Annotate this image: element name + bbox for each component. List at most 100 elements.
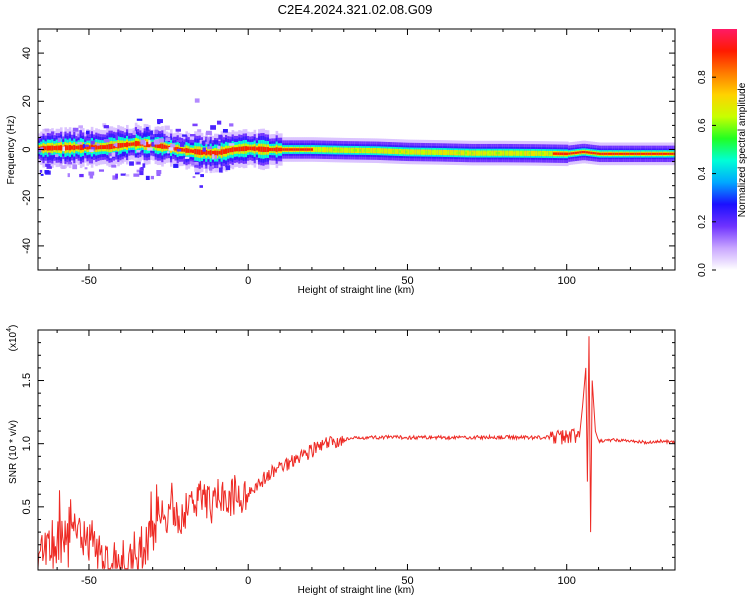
spectrogram-blob (133, 173, 140, 177)
spectrogram-cell (478, 151, 481, 155)
spectrogram-blob (42, 130, 45, 134)
spectrogram-blob (111, 133, 115, 137)
spectrogram-blob (175, 128, 181, 132)
spectrogram-blob (194, 172, 200, 175)
spectrogram-cell (79, 144, 83, 151)
spectrogram-cell (95, 144, 98, 150)
spectrogram-blob (103, 125, 109, 129)
spectrogram-blob (83, 144, 89, 147)
spectrogram-blob (184, 156, 190, 159)
spectrogram-cell (51, 145, 54, 151)
spectrogram-cell (282, 148, 285, 151)
spectrogram-cell (412, 150, 415, 154)
snr-plot-area (38, 336, 675, 570)
spectrogram-cell (73, 145, 76, 151)
spectrogram-cell (339, 148, 342, 152)
spectrogram-cell (528, 152, 532, 155)
spectrogram-blob (164, 125, 170, 131)
spectrogram-cell (667, 152, 670, 155)
spectrogram-cell (436, 151, 439, 154)
spectrogram-cell (365, 149, 369, 152)
spectrogram-cell (247, 146, 250, 151)
colorbar-tick-label: 0.8 (697, 70, 708, 84)
spectrogram-cell (53, 145, 56, 150)
spectrogram-cell (55, 145, 59, 151)
spectrogram-cell (506, 151, 510, 155)
spectrogram-blob (88, 158, 93, 164)
spectrogram-cell (273, 147, 276, 152)
spectrogram-cell (491, 151, 494, 155)
spectrogram-cell (354, 149, 358, 152)
spectrogram-blob (112, 175, 118, 180)
snr-y-tick-label: 1.0 (21, 436, 33, 451)
spectrogram-cell (64, 145, 67, 151)
spectrogram-cell (493, 151, 496, 155)
spectrogram-blob (189, 161, 193, 164)
spectrogram-cell (649, 152, 653, 155)
spectrogram-cell (148, 142, 151, 148)
spectrogram-blob (206, 137, 210, 142)
spectrogram-blob (129, 161, 134, 166)
spectrogram-blob (48, 155, 54, 159)
spectrogram-cell (561, 152, 565, 156)
spectrogram-cell (537, 152, 540, 155)
spectrogram-x-tick-label: 50 (401, 275, 413, 287)
snr-y-label: SNR (10 * v/v) (8, 420, 19, 484)
spectrogram-blob (44, 128, 49, 132)
spectrogram-cell (405, 150, 408, 154)
spectrogram-cell (251, 146, 254, 151)
spectrogram-cell (194, 148, 197, 155)
spectrogram-cell (500, 151, 503, 155)
spectrogram-cell (49, 145, 52, 151)
spectrogram-cell (225, 148, 228, 154)
spectrogram-blob (145, 126, 149, 131)
spectrogram-cell (106, 144, 109, 150)
spectrogram-cell (515, 151, 518, 155)
spectrogram-blob (154, 129, 159, 134)
spectrogram-cell (442, 151, 446, 154)
spectrogram-cell (372, 149, 375, 152)
spectrogram-cell (456, 151, 459, 155)
spectrogram-blob (148, 140, 151, 145)
spectrogram-cell (229, 148, 232, 153)
spectrogram-cell (643, 152, 646, 155)
spectrogram-cell (387, 149, 391, 153)
spectrogram-cell (486, 151, 490, 155)
spectrogram-cell (174, 147, 177, 151)
spectrogram-cell (352, 149, 356, 152)
spectrogram-y-tick-label: 40 (21, 47, 33, 59)
spectrogram-blob (78, 125, 83, 129)
spectrogram-blob (50, 131, 55, 135)
spectrogram-cell (482, 151, 485, 155)
spectrogram-cell (295, 148, 298, 151)
spectrogram-cell (530, 152, 534, 155)
spectrogram-blob (47, 152, 51, 155)
spectrogram-cell (618, 152, 622, 155)
spectrogram-blob (218, 167, 223, 173)
spectrogram-cell (258, 146, 261, 152)
spectrogram-y-axis: -40 -20 0 20 40 (21, 40, 675, 259)
spectrogram-cell (398, 150, 402, 153)
spectrogram-cell (220, 149, 224, 155)
spectrogram-cell (453, 151, 457, 154)
snr-line (38, 336, 675, 570)
spectrogram-cell (249, 146, 252, 151)
spectrogram-y-tick-label: 20 (21, 95, 33, 107)
spectrogram-cell (330, 148, 334, 152)
spectrogram-cell (519, 151, 523, 155)
spectrogram-cell (451, 151, 455, 154)
spectrogram-cell (621, 152, 624, 155)
spectrogram-blob (79, 173, 84, 178)
spectrogram-cell (99, 145, 103, 150)
spectrogram-cell (460, 151, 463, 155)
spectrogram-blob (67, 161, 72, 165)
spectrogram-blob (88, 171, 95, 176)
spectrogram-blob (157, 119, 163, 124)
spectrogram-blob (201, 140, 206, 146)
spectrogram-blob (136, 169, 142, 173)
spectrogram-cell (328, 148, 331, 152)
snr-frame (37, 329, 676, 571)
spectrogram-cell (363, 149, 367, 152)
spectrogram-blob (59, 163, 63, 166)
snr-x-axis: -50 0 50 100 (56, 330, 663, 587)
